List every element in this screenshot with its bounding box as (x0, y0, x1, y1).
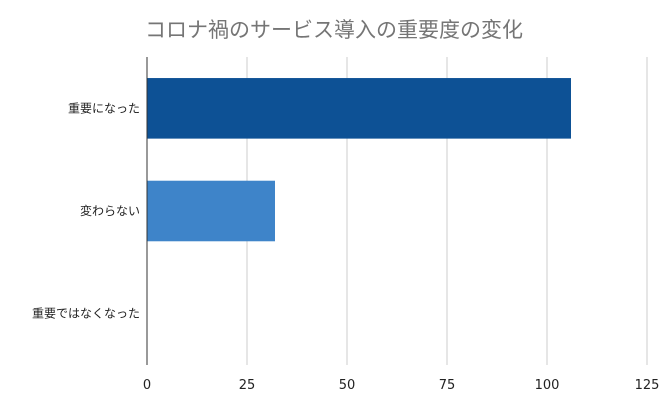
x-tick-label: 25 (239, 378, 256, 393)
x-tick-label: 50 (339, 378, 356, 393)
x-tick-label: 75 (439, 378, 456, 393)
category-label: 重要ではなくなった (32, 307, 140, 321)
bars (147, 78, 571, 242)
x-tick-label: 125 (635, 378, 660, 393)
category-label: 変わらない (80, 203, 140, 218)
x-tick-label: 100 (535, 378, 560, 393)
category-label: 重要になった (68, 101, 140, 115)
x-tick-label: 0 (143, 378, 151, 393)
chart-title: コロナ禍のサービス導入の重要度の変化 (145, 18, 523, 42)
bar (147, 78, 571, 139)
bar (147, 180, 275, 242)
